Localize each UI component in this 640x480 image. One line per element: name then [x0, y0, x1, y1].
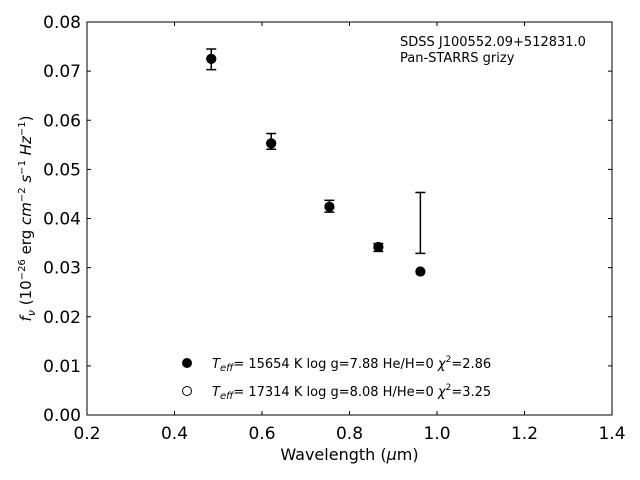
x-tick-label: 0.6 — [248, 424, 275, 444]
y-tick-label: 0.00 — [43, 406, 81, 426]
legend-entry: Teff= 15654 K log g=7.88 He/H=0 χ2=2.86 — [212, 355, 491, 374]
y-axis-label: fν (10−26 erg cm−2 s−1 Hz−1) — [17, 116, 38, 322]
model-point-filled-top — [206, 53, 217, 64]
x-tick-label: 1.4 — [598, 424, 625, 444]
annotation-line: Pan-STARRS grizy — [400, 51, 515, 66]
model-point-filled-top — [415, 266, 426, 277]
legend-marker-open — [182, 386, 192, 396]
annotation-line: SDSS J100552.09+512831.0 — [400, 35, 586, 50]
y-tick-label: 0.07 — [43, 62, 81, 82]
x-tick-label: 0.8 — [336, 424, 363, 444]
legend-marker-filled — [182, 358, 192, 368]
y-tick-label: 0.05 — [43, 160, 81, 180]
y-tick-label: 0.01 — [43, 357, 81, 377]
model-point-filled-top — [324, 201, 335, 212]
text-layer: 0.2 0.4 0.6 0.8 1.0 1.2 1.4 0.00 0.01 0.02 0.03 0.0… — [17, 13, 626, 464]
axes-layer — [86, 21, 613, 416]
x-tick-label: 0.2 — [73, 424, 100, 444]
y-tick-label: 0.02 — [43, 308, 81, 328]
y-tick-label: 0.06 — [43, 111, 81, 131]
y-tick-label: 0.04 — [43, 210, 81, 230]
legend: Teff= 15654 K log g=7.88 He/H=0 χ2=2.86 T… — [182, 355, 491, 402]
x-tick-label: 1.0 — [423, 424, 450, 444]
y-tick-label: 0.03 — [43, 259, 81, 279]
legend-entry: Teff= 17314 K log g=8.08 H/He=0 χ2=3.25 — [212, 383, 491, 402]
x-axis-label: Wavelength (μm) — [280, 445, 418, 464]
model-point-filled-top — [373, 241, 384, 252]
model-point-filled-top — [266, 138, 277, 149]
y-tick-label: 0.08 — [43, 13, 81, 33]
x-tick-label: 0.4 — [161, 424, 188, 444]
data-layer — [206, 48, 426, 277]
x-tick-label: 1.2 — [511, 424, 538, 444]
